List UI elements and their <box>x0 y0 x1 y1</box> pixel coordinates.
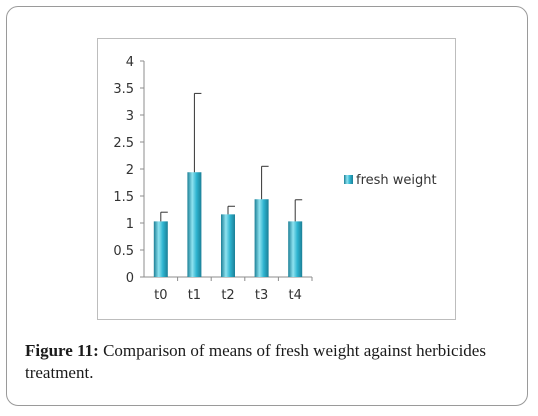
legend: fresh weight <box>344 173 437 188</box>
bar-t0 <box>153 221 168 277</box>
y-tick-label: 3 <box>126 109 134 124</box>
bar-chart: 0 0.5 1 1.5 2 2.5 3 3.5 4 t0 t1 t2 t3 t4 fresh weight <box>113 55 437 303</box>
y-tick-label: 2 <box>126 163 134 178</box>
x-tick-label-t3: t3 <box>255 288 268 303</box>
y-tick-label: 2.5 <box>113 136 134 151</box>
x-tick-label-t0: t0 <box>154 288 167 303</box>
bar-t3 <box>254 199 269 277</box>
y-tick-label: 4 <box>126 55 134 70</box>
figure-frame: 0 0.5 1 1.5 2 2.5 3 3.5 4 t0 t1 t2 t3 t4 fresh weight … <box>6 6 528 406</box>
figure-caption: Figure 11: Comparison of means of fresh … <box>25 340 529 384</box>
bar-t2 <box>221 214 235 277</box>
x-tick-label-t4: t4 <box>289 288 302 303</box>
chart-area: 0 0.5 1 1.5 2 2.5 3 3.5 4 t0 t1 t2 t3 t4 fresh weight <box>97 38 456 320</box>
bar-t4 <box>288 221 303 277</box>
x-tick-label-t2: t2 <box>221 288 234 303</box>
y-tick-label: 0.5 <box>113 244 134 259</box>
y-tick-label: 0 <box>126 271 134 286</box>
figure-caption-text: Comparison of means of fresh weight agai… <box>25 341 486 382</box>
y-tick-label: 3.5 <box>113 82 134 97</box>
y-tick-label: 1 <box>126 217 134 232</box>
figure-label: Figure 11: <box>25 341 99 360</box>
bar-t1 <box>187 172 202 277</box>
legend-label: fresh weight <box>356 173 437 188</box>
x-tick-label-t1: t1 <box>188 288 201 303</box>
y-tick-label: 1.5 <box>113 190 134 205</box>
legend-swatch <box>344 175 353 184</box>
